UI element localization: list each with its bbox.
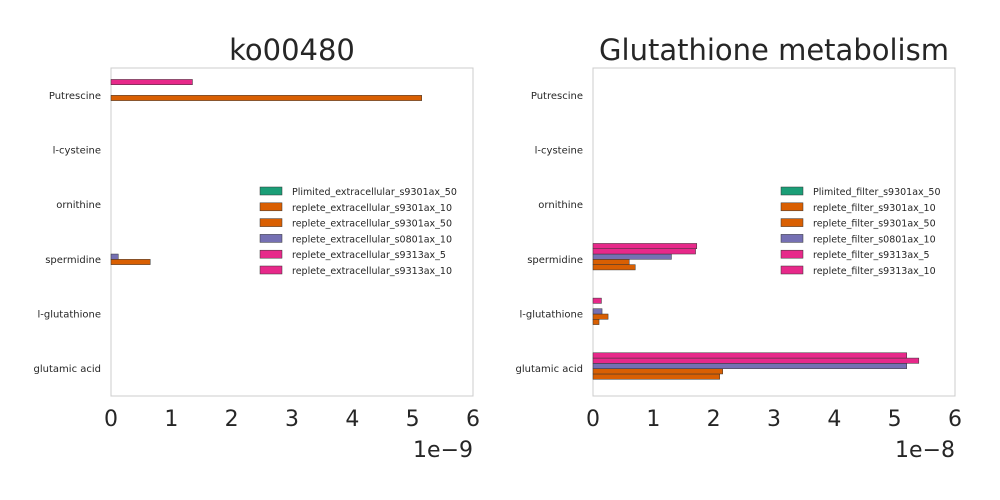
bar-spermidine-replete-filter-s9313ax-10 <box>592 243 698 249</box>
x-tick-label: 3 <box>767 407 781 432</box>
bar-l-glutathione-replete-filter-s9301ax-10 <box>592 319 600 325</box>
legend-swatch <box>259 249 283 259</box>
chart-title: ko00480 <box>229 33 355 67</box>
bar-glutamic-acid-replete-filter-s9313ax-5 <box>592 357 920 364</box>
bar-glutamic-acid-replete-filter-s9301ax-50 <box>592 368 723 375</box>
legend-label: replete_filter_s9313ax_10 <box>813 266 936 277</box>
bar-glutamic-acid-replete-filter-s0801ax-10 <box>592 363 907 369</box>
legend-label: replete_extracellular_s0801ax_10 <box>292 234 452 245</box>
x-offset-label: 1e−8 <box>895 438 955 463</box>
x-tick-label: 2 <box>225 407 239 432</box>
category-label: spermidine <box>527 255 583 266</box>
category-label: l-cysteine <box>535 146 583 157</box>
chart-ko00480: ko00480 Putrescine l-cysteine ornithine sper… <box>34 33 480 463</box>
legend-swatch <box>780 234 804 243</box>
x-tick-label: 5 <box>888 407 902 432</box>
legend-swatch <box>780 186 804 196</box>
x-tick-label: 0 <box>104 407 118 432</box>
legend-swatch <box>259 234 283 243</box>
category-label: glutamic acid <box>34 364 101 375</box>
x-tick-label: 6 <box>948 407 962 432</box>
legend: Plimited_filter_s9301ax_50 replete_filter… <box>780 186 941 277</box>
legend-swatch <box>259 218 283 227</box>
bar-glutamic-acid-replete-filter-s9301ax-10 <box>592 373 720 380</box>
legend-label: replete_filter_s9301ax_50 <box>813 219 936 230</box>
bar-spermidine-replete-extracellular-s9301ax-50 <box>110 259 151 265</box>
category-label: l-glutathione <box>519 310 583 321</box>
legend-swatch <box>259 186 283 196</box>
bar-putrescine-replete-extracellular-s9301ax-50 <box>110 95 422 101</box>
legend: Plimited_extracellular_s9301ax_50replete… <box>259 186 457 277</box>
x-tick-label: 5 <box>406 407 420 432</box>
bar-l-glutathione-replete-filter-s9301ax-50 <box>592 313 609 320</box>
category-label: spermidine <box>45 255 101 266</box>
category-label: Putrescine <box>49 91 101 102</box>
plot-area <box>110 67 474 397</box>
bar-spermidine-replete-filter-s9301ax-10 <box>592 264 636 271</box>
category-label: ornithine <box>538 200 583 211</box>
bar-l-glutathione-replete-filter-s9313ax-10 <box>592 297 602 304</box>
bar-spermidine-replete-filter-s9313ax-5 <box>592 248 696 255</box>
x-tick-label: 1 <box>164 407 178 432</box>
bar-glutamic-acid-replete-filter-s9313ax-10 <box>592 352 907 359</box>
x-tick-label: 2 <box>707 407 721 432</box>
x-offset-label: 1e−9 <box>413 438 473 463</box>
legend-label: replete_extracellular_s9313ax_10 <box>292 266 452 277</box>
legend-label: replete_extracellular_s9301ax_10 <box>292 203 452 214</box>
x-tick-label: 6 <box>466 407 480 432</box>
legend-swatch <box>780 249 804 259</box>
legend-label: replete_extracellular_s9301ax_50 <box>292 219 452 230</box>
chart-title: Glutathione metabolism <box>599 33 949 67</box>
legend-label: replete_extracellular_s9313ax_5 <box>292 250 446 261</box>
plot-area <box>592 67 956 397</box>
legend-label: replete_filter_s9301ax_10 <box>813 203 936 214</box>
x-tick-label: 3 <box>285 407 299 432</box>
chart-glutathione-metabolism: Glutathione metabolism Putrescine l-cystei… <box>516 33 962 463</box>
category-label: l-cysteine <box>53 146 101 157</box>
legend-swatch <box>259 202 283 212</box>
x-tick-label: 4 <box>345 407 359 432</box>
bar-spermidine-replete-extracellular-s0801ax-10 <box>110 253 119 260</box>
bar-l-glutathione-replete-filter-s0801ax-10 <box>592 308 603 315</box>
legend-label: replete_filter_s9313ax_5 <box>813 250 930 261</box>
legend-label: Plimited_extracellular_s9301ax_50 <box>292 187 457 198</box>
legend-swatch <box>780 202 804 212</box>
bar-putrescine-replete-extracellular-s9313ax-10 <box>110 79 193 85</box>
bar-spermidine-replete-filter-s0801ax-10 <box>592 253 672 260</box>
x-tick-label: 4 <box>827 407 841 432</box>
category-label: glutamic acid <box>516 364 583 375</box>
category-label: Putrescine <box>531 91 583 102</box>
category-label: ornithine <box>56 200 101 211</box>
category-label: l-glutathione <box>37 310 101 321</box>
legend-swatch <box>259 265 283 275</box>
x-tick-label: 1 <box>646 407 660 432</box>
legend-swatch <box>780 265 804 275</box>
bar-spermidine-replete-filter-s9301ax-50 <box>592 259 630 265</box>
legend-label: Plimited_filter_s9301ax_50 <box>813 187 941 198</box>
x-tick-label: 0 <box>586 407 600 432</box>
legend-swatch <box>780 218 804 227</box>
legend-label: replete_filter_s0801ax_10 <box>813 234 936 245</box>
